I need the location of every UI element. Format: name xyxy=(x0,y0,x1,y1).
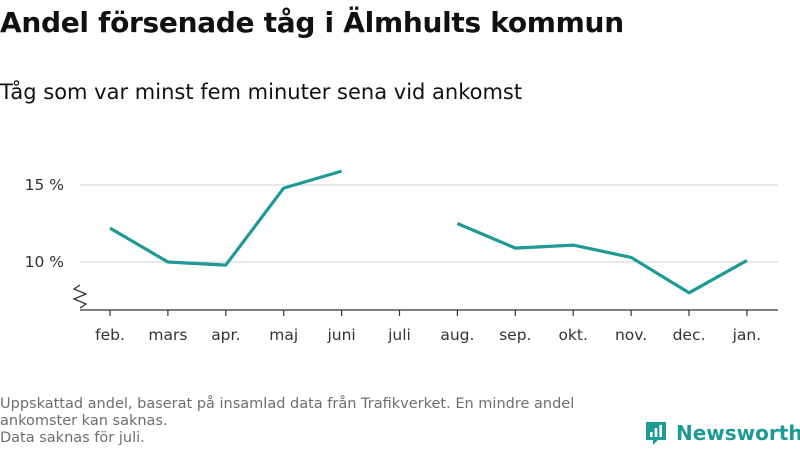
series-line-segment xyxy=(109,169,343,267)
x-tick-label: dec. xyxy=(673,326,706,344)
x-tick-label: mars xyxy=(148,326,187,344)
x-tick-label: apr. xyxy=(211,326,240,344)
footer-note: Uppskattad andel, baserat på insamlad da… xyxy=(0,396,640,447)
x-tick-label: feb. xyxy=(95,326,125,344)
gridlines xyxy=(80,184,778,263)
y-tick-label: 15 % xyxy=(25,176,64,194)
x-tick-label: juni xyxy=(326,326,355,344)
y-axis-labels: 10 % 15 % xyxy=(25,176,64,271)
series-line-segment xyxy=(456,222,748,295)
axis-break-zigzag xyxy=(72,284,88,309)
chart-subtitle: Tåg som var minst fem minuter sena vid a… xyxy=(0,80,523,104)
x-tick-label: maj xyxy=(269,326,298,344)
line-chart: 10 % 15 % feb. mars apr. maj juni juli aug. sep.… xyxy=(25,169,778,344)
data-series xyxy=(109,169,748,295)
brand-name: Newsworthy xyxy=(676,421,800,445)
x-tick-label: sep. xyxy=(499,326,531,344)
x-tick-label: okt. xyxy=(558,326,587,344)
x-tick-label: aug. xyxy=(440,326,474,344)
newsworthy-logo: Newsworthy xyxy=(644,420,800,446)
newsworthy-logo-icon xyxy=(646,422,666,445)
y-tick-label: 10 % xyxy=(25,253,64,271)
x-axis-labels: feb. mars apr. maj juni juli aug. sep. okt. nov. d… xyxy=(95,326,761,344)
footer-missing-note: Data saknas för juli. xyxy=(0,430,145,446)
axis-break-icon xyxy=(72,284,88,309)
chart-title: Andel försenade tåg i Älmhults kommun xyxy=(0,6,624,39)
x-tick-label: nov. xyxy=(615,326,647,344)
x-tick-label: jan. xyxy=(732,326,762,344)
x-tick-label: juli xyxy=(387,326,411,344)
x-axis xyxy=(80,309,778,316)
footer-source: Uppskattad andel, baserat på insamlad da… xyxy=(0,396,575,429)
